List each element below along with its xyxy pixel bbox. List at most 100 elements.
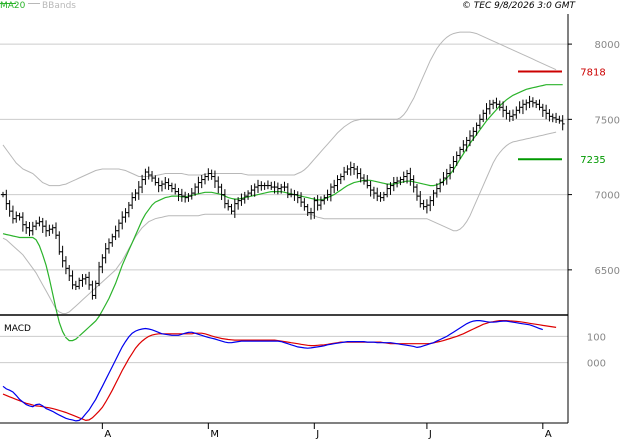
price-bar: [196, 176, 201, 194]
price-bar: [365, 175, 370, 189]
price-bar: [421, 199, 426, 210]
price-bar: [411, 175, 416, 193]
price-bar: [216, 176, 221, 194]
price-bar: [481, 109, 486, 123]
price-bar: [269, 181, 274, 190]
price-bar: [530, 97, 535, 108]
macd-lines-layer: [2, 320, 557, 422]
price-bar: [34, 220, 39, 231]
price-bar: [454, 151, 459, 166]
copyright-label: © TEC 9/8/2026 3:0 GMT: [462, 1, 577, 11]
price-bar: [361, 174, 366, 185]
ma-legend-swatch: [0, 3, 16, 4]
price-tick-label: 7500: [595, 115, 620, 126]
bbands-layer: [2, 31, 557, 314]
price-bar: [80, 274, 85, 287]
price-bar: [189, 187, 194, 200]
price-bar: [169, 182, 174, 193]
price-bar: [285, 183, 290, 199]
price-bar: [27, 221, 32, 237]
price-bar: [256, 179, 261, 193]
price-bar: [173, 183, 178, 195]
price-bar: [560, 115, 565, 131]
price-bar: [73, 280, 78, 291]
macd-grid: [0, 335, 568, 364]
price-bar: [504, 105, 509, 120]
price-bar: [159, 180, 164, 192]
price-bar: [398, 176, 403, 186]
price-bar: [355, 165, 360, 179]
price-bar: [282, 181, 287, 192]
price-bar: [385, 183, 390, 198]
price-bar: [50, 224, 55, 234]
price-tick-label: 8000: [595, 40, 620, 51]
support-level-label: 7235: [580, 155, 605, 166]
price-bar: [70, 270, 75, 290]
price-bar: [328, 183, 333, 202]
price-bar: [140, 174, 145, 194]
ma20-line: [2, 84, 563, 342]
price-bar: [7, 200, 12, 217]
price-bar: [57, 231, 62, 255]
macd-line: [2, 320, 543, 422]
price-bar: [4, 189, 9, 210]
price-bar: [378, 192, 383, 202]
price-bar: [438, 178, 443, 193]
price-bar: [325, 189, 330, 201]
price-bar: [302, 198, 307, 211]
price-bar: [232, 198, 237, 218]
price-bar: [431, 189, 436, 206]
price-bar: [166, 178, 171, 190]
price-bar: [126, 201, 131, 218]
price-bar: [335, 175, 340, 191]
bbands-upper-line: [2, 31, 557, 187]
price-bar: [77, 277, 82, 290]
price-bar: [222, 189, 227, 209]
price-bar: [474, 122, 479, 136]
macd-signal-line: [2, 320, 557, 422]
price-y-axis: 6500 7000 7500 8000: [568, 40, 620, 277]
price-bar: [110, 233, 115, 247]
price-bar: [67, 265, 72, 281]
price-bar: [63, 256, 68, 275]
price-bar: [60, 245, 65, 268]
price-bar: [544, 104, 549, 120]
price-bar: [418, 190, 423, 208]
price-tick-label: 7000: [595, 191, 620, 202]
bbands-lower-line: [2, 131, 557, 314]
price-bar: [514, 106, 519, 119]
price-bar: [428, 196, 433, 212]
price-bar: [153, 175, 158, 186]
price-bar: [20, 212, 25, 232]
price-bar: [17, 212, 22, 221]
price-bar: [497, 100, 502, 111]
bbands-legend-label: BBands: [42, 1, 76, 11]
price-bar: [471, 127, 476, 141]
ma-legend-label: MA20: [0, 1, 26, 11]
price-bar: [484, 103, 489, 120]
price-bar: [209, 169, 214, 180]
price-bar: [179, 188, 184, 202]
price-tick-label: 6500: [595, 266, 620, 277]
price-bar: [424, 199, 429, 214]
price-bar: [414, 184, 419, 201]
price-bar: [338, 173, 343, 185]
price-bar: [44, 220, 49, 237]
price-bar: [106, 238, 111, 254]
price-bar: [136, 181, 141, 200]
price-bar: [265, 180, 270, 190]
price-bar: [441, 172, 446, 186]
price-bar: [146, 166, 151, 180]
x-tick-label: A: [104, 429, 111, 440]
price-bar: [219, 183, 224, 201]
price-bar: [451, 156, 456, 173]
price-bar: [87, 271, 92, 290]
price-bar: [332, 179, 337, 194]
price-bar: [554, 112, 559, 123]
chart-frame: [0, 14, 569, 424]
x-tick-label: M: [210, 429, 219, 440]
price-bar: [527, 95, 532, 109]
price-bar: [345, 165, 350, 176]
